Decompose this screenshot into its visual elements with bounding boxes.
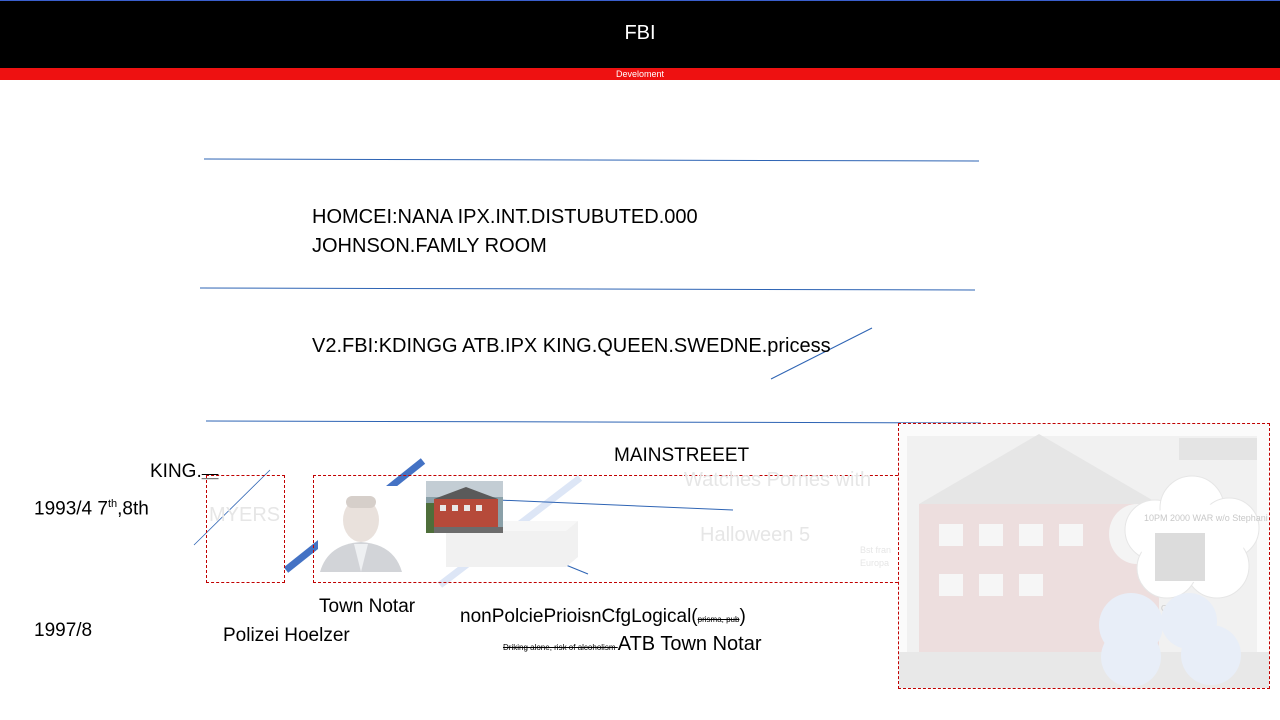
myers-box: MYERS (206, 475, 285, 583)
subtitle-bar (0, 68, 1280, 80)
cloud-text: 10PM 2000 WAR w/o Stephani (1144, 513, 1268, 523)
text-line-homcei: HOMCEI:NANA IPX.INT.DISTUBUTED.000 (312, 206, 698, 228)
diagonal-line-short (770, 327, 873, 380)
header-title: FBI (624, 22, 656, 44)
label-nonpolice: nonPolciePrioisnCfgLogical(prisma, pub) (460, 606, 746, 628)
label-town-notar: Town Notar (319, 596, 416, 617)
label-atb-town-notar: ATB Town Notar (617, 633, 762, 655)
label-king-strike: ___ (201, 469, 219, 480)
date1-sup: th (107, 498, 118, 510)
rule-line-1 (203, 158, 980, 162)
label-faint-small-1: Bst fran (860, 545, 892, 555)
rule-line-2 (199, 287, 976, 291)
date1-suffix: ,8th (117, 498, 149, 520)
label-drinking: Driking alone, risk of alcoholism (503, 643, 618, 652)
nonpolice-prefix: nonPolciePrioisnCfgLogical( (460, 606, 698, 627)
blue-circles (1099, 593, 1241, 687)
house-thumbnail (426, 481, 503, 533)
portrait-image (318, 486, 404, 572)
street-view-panel: 10PM 2000 WAR w/o Stephani GREENSPAN (898, 423, 1270, 689)
cloud-photo (1155, 533, 1205, 581)
label-halloween: Halloween 5 (700, 524, 811, 546)
label-king: KING.___ (150, 461, 218, 483)
text-line-v2-fbi: V2.FBI:KDINGG ATB.IPX KING.QUEEN.SWEDNE.… (312, 335, 831, 357)
label-king-text: KING. (150, 461, 202, 482)
header-bar (0, 0, 1280, 68)
label-drinking-line: Driking alone, risk of alcoholism ATB To… (503, 633, 761, 656)
connector-line-1 (474, 498, 734, 511)
label-faint-small-2: Europa (860, 558, 890, 568)
label-date-1993: 1993/4 7th,8th (34, 498, 149, 520)
date1-prefix: 1993/4 7 (34, 498, 108, 520)
text-line-johnson: JOHNSON.FAMLY ROOM (312, 235, 547, 257)
label-myers: MYERS (209, 504, 281, 526)
label-date-1997: 1997/8 (34, 620, 93, 641)
nonpolice-suffix: ) (739, 606, 746, 627)
rule-line-3 (205, 420, 982, 424)
nonpolice-small: prisma, pub (697, 615, 740, 624)
label-polizei: Polizei Hoelzer (223, 625, 350, 646)
label-watches: Watches Pornes with (684, 469, 872, 491)
street-view-image (899, 434, 1269, 688)
label-mainstreet: MAINSTREEET (614, 445, 750, 466)
subtitle-text: Develoment (615, 69, 665, 79)
